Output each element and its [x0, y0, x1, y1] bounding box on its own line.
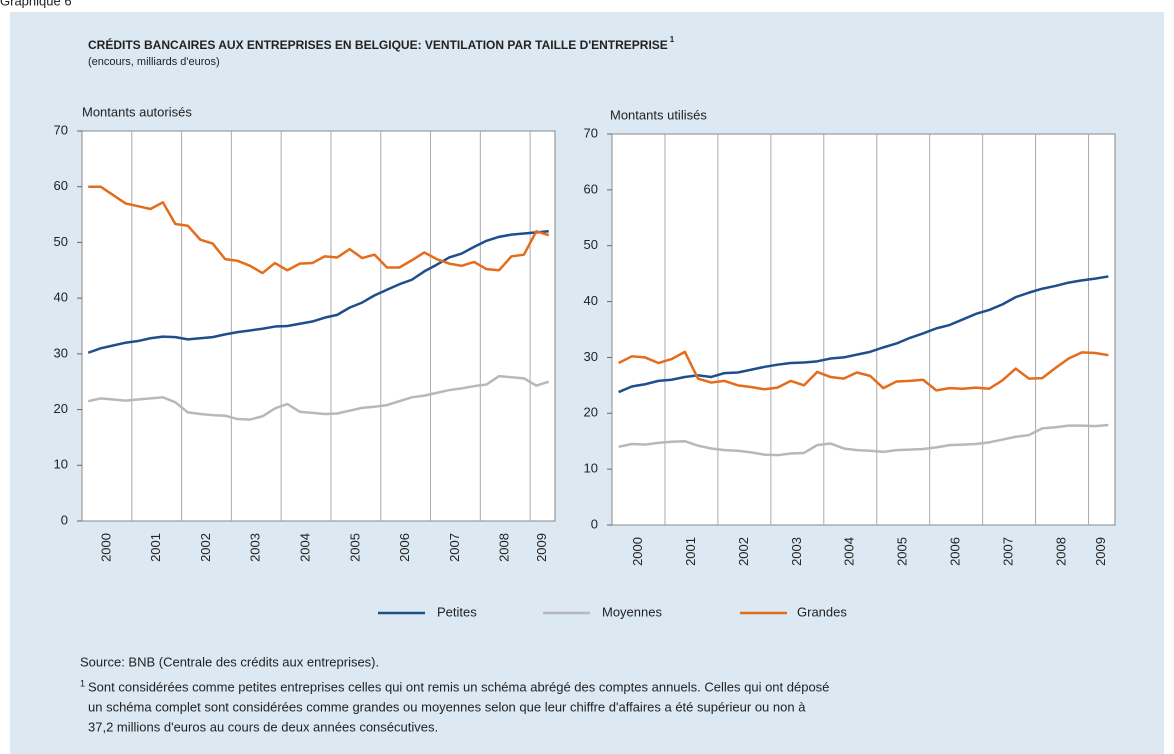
title-note: 1: [670, 35, 675, 44]
source: Source: BNB (Centrale des crédits aux en…: [80, 654, 379, 669]
legend-label: Grandes: [797, 604, 847, 619]
x-tick-label: 2009: [1093, 537, 1108, 566]
x-tick-label: 2004: [297, 533, 312, 562]
chart-title: CRÉDITS BANCAIRES AUX ENTREPRISES EN BEL…: [88, 37, 668, 52]
plot-area: [81, 130, 556, 522]
footnote-line: 37,2 millions d'euros au cours de deux a…: [88, 719, 438, 734]
x-tick-label: 2001: [683, 537, 698, 566]
series-line: [618, 423, 1109, 457]
x-tick-label: 2004: [842, 537, 857, 566]
footnote-line: Sont considérées comme petites entrepris…: [88, 679, 829, 694]
x-tick-label: 2000: [630, 537, 645, 566]
y-tick-label: 0: [61, 512, 68, 527]
series-line: [87, 230, 549, 354]
x-tick-label: 2009: [534, 533, 549, 562]
y-tick-label: 40: [584, 293, 598, 308]
x-tick-label: 2001: [148, 533, 163, 562]
x-tick-label: 2008: [1053, 537, 1068, 566]
y-tick-label: 60: [54, 178, 68, 193]
x-tick-label: 2002: [198, 533, 213, 562]
x-tick-label: 2006: [948, 537, 963, 566]
x-tick-label: 2007: [447, 533, 462, 562]
x-tick-label: 2008: [497, 533, 512, 562]
panel-title: Montants autorisés: [82, 104, 192, 119]
chart-subtitle: (encours, milliards d'euros): [88, 56, 220, 68]
y-tick-label: 50: [54, 234, 68, 249]
series-line: [618, 350, 1109, 392]
y-tick-label: 20: [584, 405, 598, 420]
x-tick-label: 2005: [895, 537, 910, 566]
x-tick-label: 2005: [347, 533, 362, 562]
figure-header: Graphique 6: [0, 0, 72, 8]
y-tick-label: 30: [54, 345, 68, 360]
footnote-mark: 1: [80, 678, 85, 688]
y-tick-label: 10: [54, 457, 68, 472]
y-tick-label: 20: [54, 401, 68, 416]
y-tick-label: 30: [584, 349, 598, 364]
plot-area: [611, 133, 1116, 526]
x-tick-label: 2000: [98, 533, 113, 562]
y-tick-label: 70: [584, 125, 598, 140]
series-line: [618, 275, 1109, 394]
legend-label: Petites: [437, 604, 477, 619]
panel-title: Montants utilisés: [610, 107, 707, 122]
y-tick-label: 70: [54, 122, 68, 137]
x-tick-label: 2003: [789, 537, 804, 566]
y-tick-label: 10: [584, 461, 598, 476]
y-tick-label: 50: [584, 237, 598, 252]
series-line: [87, 374, 550, 421]
legend-label: Moyennes: [602, 604, 662, 619]
x-tick-label: 2006: [397, 533, 412, 562]
y-tick-label: 40: [54, 290, 68, 305]
x-tick-label: 2007: [1001, 537, 1016, 566]
series-line: [88, 185, 550, 275]
x-tick-label: 2002: [736, 537, 751, 566]
y-tick-label: 60: [584, 181, 598, 196]
footnote-line: un schéma complet sont considérées comme…: [88, 699, 806, 714]
y-tick-label: 0: [591, 516, 598, 531]
x-tick-label: 2003: [248, 533, 263, 562]
